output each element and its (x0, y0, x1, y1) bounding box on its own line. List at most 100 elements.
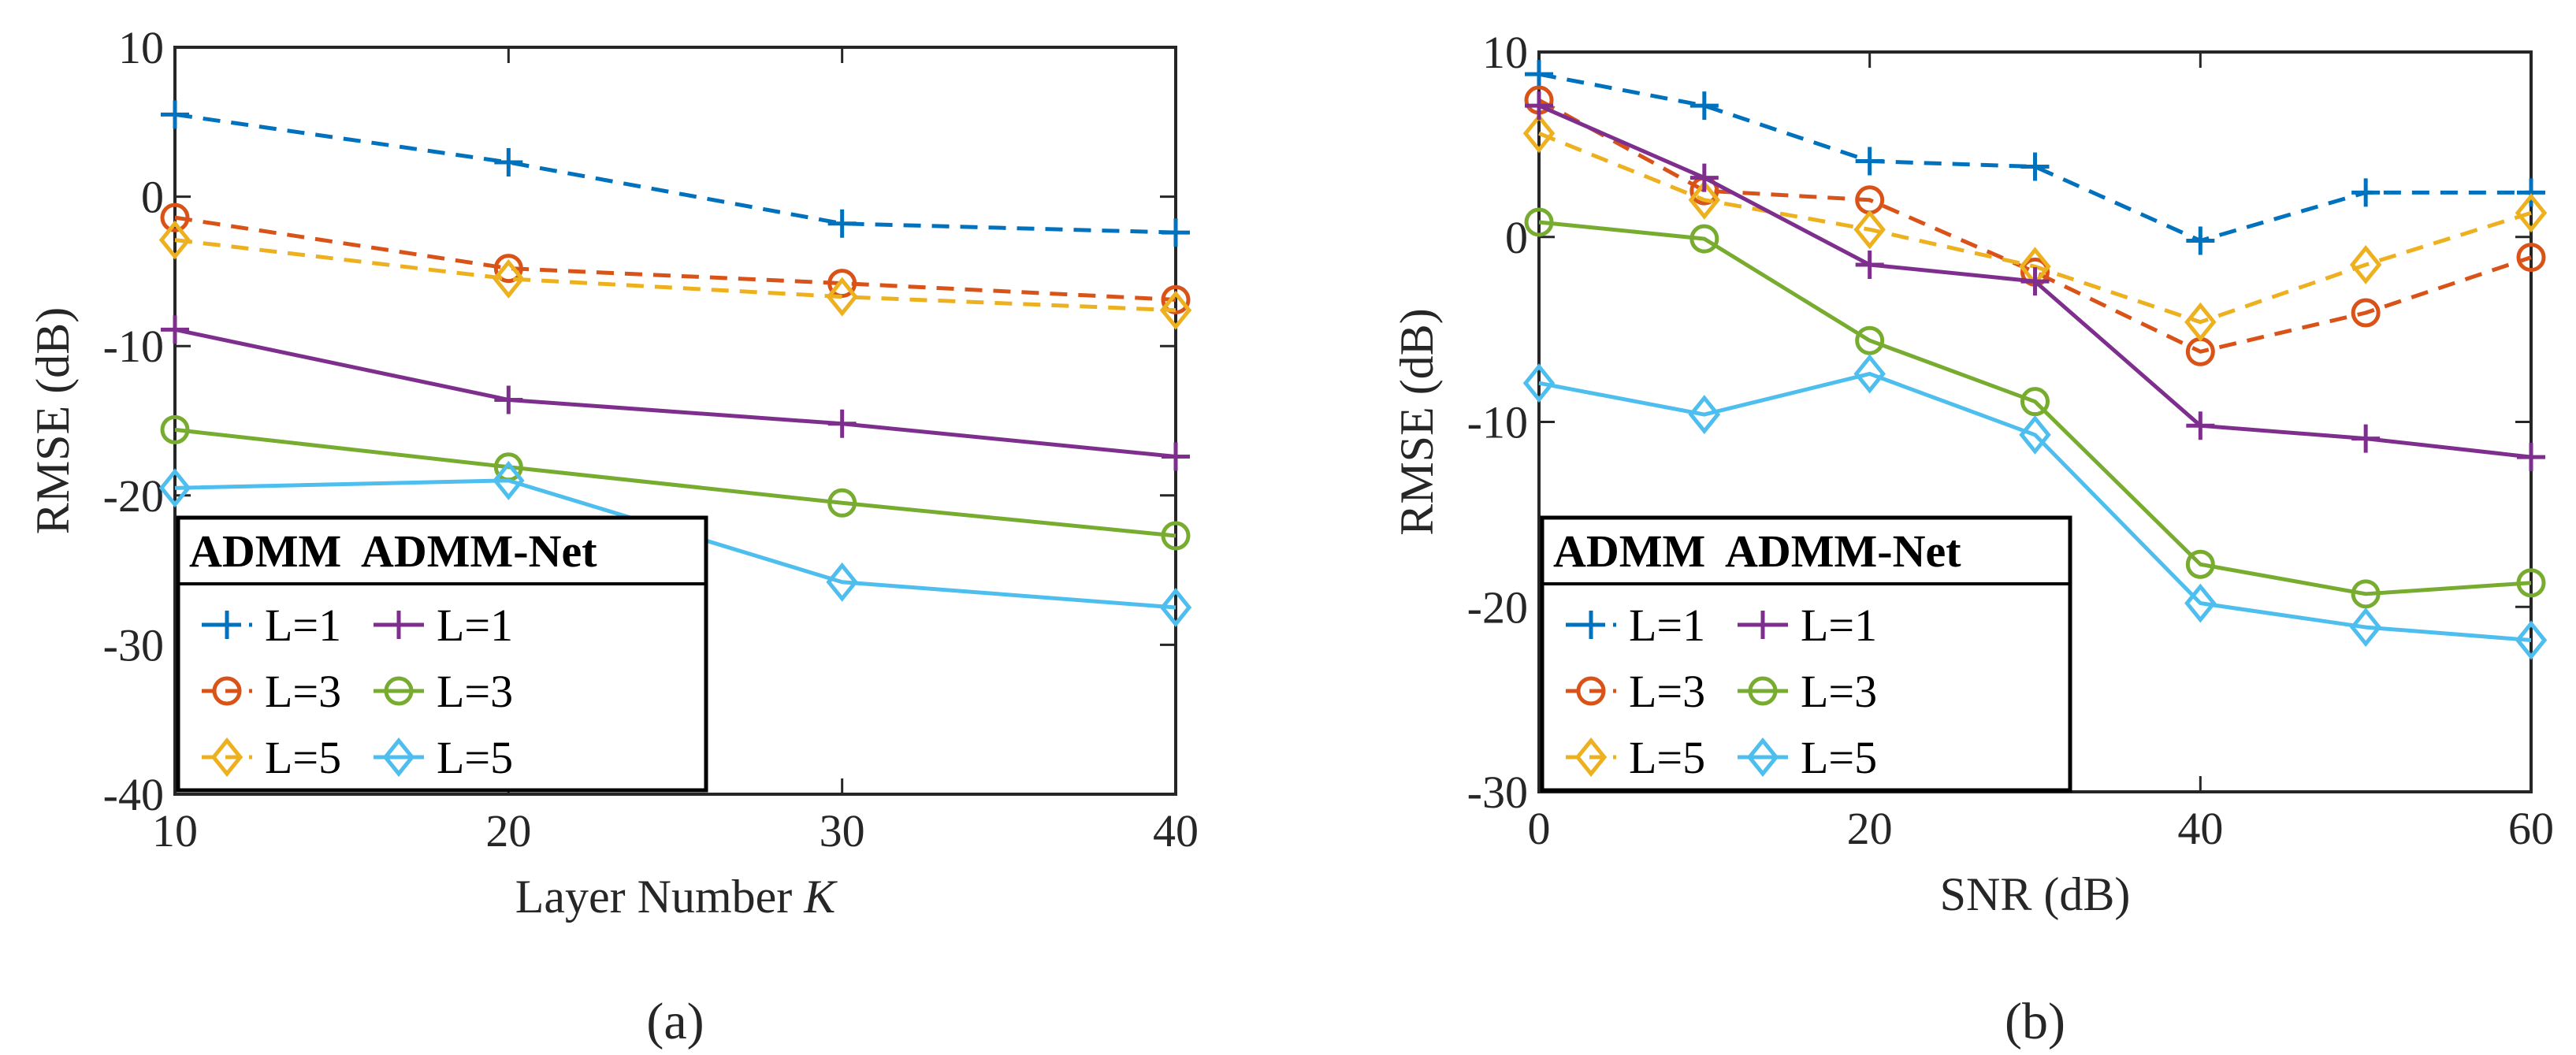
y-tick-label: 10 (1482, 27, 1528, 78)
data-point (1688, 180, 1721, 220)
legend-swatch-marker (1574, 737, 1608, 777)
data-point (2019, 414, 2051, 455)
y-tick-label: -40 (103, 769, 164, 820)
y-tick-label: -10 (103, 321, 164, 372)
legend-entry-label: L=1 (1801, 600, 1877, 651)
y-axis-label: RMSE (dB) (1391, 308, 1443, 535)
data-point (2185, 549, 2215, 579)
legend-swatch-marker (1746, 737, 1779, 777)
chart-panel-a: 10 20 30 40 10 0 -10 -20 -30 -40 Layer Number K RMS… (27, 22, 1199, 1050)
legend-swatch-marker (210, 737, 243, 777)
data-point (493, 254, 523, 284)
legend-swatch-marker (384, 676, 414, 706)
data-point (826, 562, 858, 602)
data-point (1688, 395, 1721, 435)
legend-swatch-marker (1748, 676, 1778, 706)
legend-title-admm-net: ADMM-Net (1725, 526, 1961, 577)
legend-swatch-marker (385, 611, 413, 639)
data-point (827, 409, 857, 438)
data-point (1525, 60, 1553, 89)
data-point (827, 209, 857, 238)
data-point (2515, 620, 2548, 660)
legend-entry-label: L=5 (437, 732, 513, 783)
series-line-admm-l=5 (174, 238, 1176, 313)
y-tick-label: 0 (141, 172, 164, 223)
series-line-admm-net-l=5 (1538, 371, 2532, 642)
x-axis-label: Layer Number K (515, 871, 838, 923)
data-point (1689, 163, 1719, 192)
data-point (2517, 178, 2545, 207)
x-tick-label: 60 (2508, 803, 2554, 854)
data-point (161, 315, 189, 344)
data-point (494, 147, 523, 176)
data-point (2020, 152, 2050, 181)
series-line-admm-net-l=1 (174, 327, 1176, 459)
data-point (827, 269, 857, 299)
data-point (826, 277, 858, 317)
legend-entry-label: L=3 (1629, 666, 1705, 717)
data-point (1689, 91, 1719, 121)
y-axis-label: RMSE (dB) (27, 307, 79, 534)
x-axis-label-text: Layer Number (515, 871, 805, 923)
data-point (1525, 91, 1553, 121)
data-point (2186, 226, 2215, 255)
x-tick-label: 0 (1528, 803, 1551, 854)
x-tick-label: 20 (485, 805, 531, 856)
x-tick-label: 30 (820, 805, 865, 856)
legend-swatch-marker (1749, 611, 1777, 639)
series-line-admm-net-l=3 (1538, 220, 2532, 596)
data-point (827, 488, 857, 518)
data-point (160, 202, 190, 232)
legend-title-admm: ADMM (189, 526, 341, 577)
data-point (2349, 244, 2382, 284)
data-point (1159, 290, 1192, 330)
legend-entry-label: L=3 (1801, 666, 1877, 717)
data-point (158, 220, 191, 260)
data-point (1522, 113, 1556, 154)
y-tick-label: 0 (1505, 212, 1528, 263)
data-point (1855, 325, 1885, 355)
data-point (1855, 147, 1884, 176)
y-tick-label: -10 (1467, 397, 1528, 448)
x-tick-label: 20 (1847, 803, 1893, 854)
series-line-admm-l=1 (174, 112, 1176, 235)
data-point (494, 385, 523, 414)
x-axis-label: SNR (dB) (1940, 868, 2131, 920)
legend-entry-label: L=3 (437, 666, 513, 717)
y-tick-label: -30 (103, 619, 164, 671)
data-point (2517, 443, 2545, 472)
x-tick-label: 10 (152, 805, 198, 856)
data-point (1161, 521, 1191, 551)
data-point (1159, 588, 1192, 627)
y-tick-label: -20 (103, 470, 164, 522)
data-point (2351, 424, 2381, 453)
series-line-admm-l=3 (174, 215, 1176, 302)
data-point (161, 100, 189, 129)
legend: ADMM ADMM-Net L=1 L=3 L=5 L=1 L=3 L=5 (176, 515, 708, 793)
y-tick-label: -20 (1467, 581, 1528, 633)
legend-box (176, 515, 708, 793)
plot-area (173, 46, 1177, 796)
data-point (493, 460, 525, 500)
legend-swatch-marker (1576, 676, 1606, 706)
panel-label: (a) (646, 993, 704, 1050)
data-point (493, 258, 525, 299)
legend-title-admm: ADMM (1553, 526, 1705, 577)
data-point (1522, 363, 1556, 403)
data-point (2351, 178, 2381, 207)
data-point (1689, 224, 1719, 254)
data-point (2020, 267, 2050, 296)
legend: ADMM ADMM-Net L=1 L=3 L=5 L=1 L=3 L=5 (1540, 515, 2072, 793)
data-point (1855, 250, 1884, 279)
x-tick-label: 40 (1153, 805, 1199, 856)
legend-entry-label: L=3 (265, 666, 341, 717)
data-point (1853, 354, 1886, 394)
x-tick-label: 40 (2177, 803, 2223, 854)
data-point (2184, 302, 2217, 342)
data-point (2349, 607, 2382, 648)
data-point (2516, 568, 2546, 598)
y-tick-label: -30 (1467, 767, 1528, 818)
legend-entry-label: L=5 (265, 732, 341, 783)
series-line-admm-net-l=3 (174, 427, 1176, 538)
